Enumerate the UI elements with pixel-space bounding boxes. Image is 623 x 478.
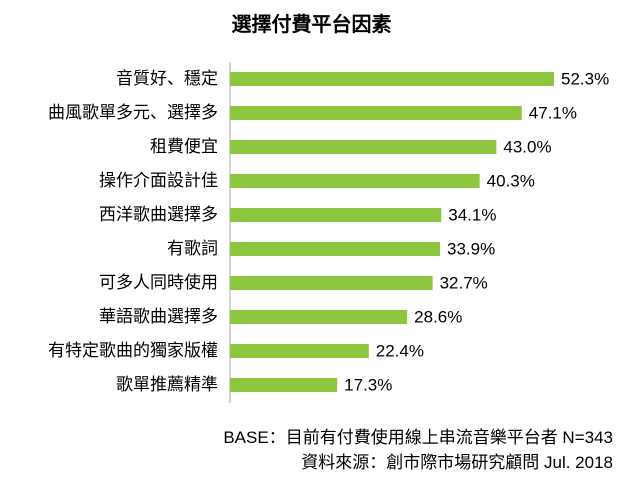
bar — [230, 174, 480, 188]
category-label: 租費便宜 — [150, 137, 218, 157]
bar — [230, 378, 338, 392]
chart-title: 選擇付費平台因素 — [231, 12, 392, 36]
value-label: 22.4% — [376, 342, 424, 361]
value-label: 34.1% — [448, 206, 496, 225]
category-label: 可多人同時使用 — [99, 272, 218, 293]
value-label: 32.7% — [440, 274, 488, 293]
bar — [230, 276, 433, 290]
source-note: 資料來源：創市際市場研究顧問 Jul. 2018 — [301, 453, 613, 472]
value-label: 33.9% — [447, 240, 495, 259]
value-label: 47.1% — [529, 104, 577, 123]
value-label: 28.6% — [414, 308, 462, 327]
category-label: 曲風歌單多元、選擇多 — [48, 103, 218, 123]
bar — [230, 106, 522, 120]
value-label: 43.0% — [503, 138, 551, 157]
value-label: 40.3% — [487, 172, 535, 191]
bar — [230, 242, 441, 256]
value-label: 17.3% — [344, 376, 392, 395]
category-label: 華語歌曲選擇多 — [99, 307, 218, 327]
category-label: 音質好、穩定 — [116, 69, 218, 89]
bar — [230, 310, 408, 324]
category-label: 西洋歌曲選擇多 — [99, 205, 218, 225]
category-label: 有特定歌曲的獨家版權 — [48, 341, 218, 361]
category-label: 有歌詞 — [167, 239, 218, 259]
base-note: BASE：目前有付費使用線上串流音樂平台者 N=343 — [223, 428, 613, 447]
bar — [230, 208, 442, 222]
bar — [230, 72, 554, 86]
category-label: 操作介面設計佳 — [99, 171, 218, 191]
value-label: 52.3% — [561, 70, 609, 89]
bar — [230, 344, 369, 358]
category-label: 歌單推薦精準 — [116, 375, 218, 395]
bar — [230, 140, 497, 154]
